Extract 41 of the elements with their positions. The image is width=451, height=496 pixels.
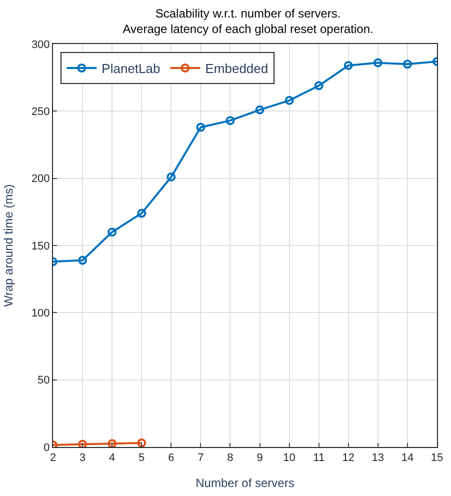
point xyxy=(137,438,146,447)
x-tick-label: 4 xyxy=(109,452,116,464)
x-tick-label: 15 xyxy=(430,452,444,464)
y-tick-label: 250 xyxy=(31,106,50,118)
point xyxy=(402,60,412,69)
x-tick-label: 10 xyxy=(283,452,296,464)
y-axis-title: Wrap around time (ms) xyxy=(2,184,16,307)
point xyxy=(78,256,88,265)
point xyxy=(78,440,88,447)
x-tick-label: 13 xyxy=(372,452,384,464)
y-tick-label: 200 xyxy=(31,173,50,186)
y-tick-label: 0 xyxy=(44,442,50,454)
x-tick-label: 12 xyxy=(342,452,355,464)
x-tick-label: 3 xyxy=(79,452,86,464)
x-tick-label: 5 xyxy=(138,452,145,464)
chart-title: Scalability w.r.t. number of servers. Average latency of each global reset operation. xyxy=(122,6,374,36)
point xyxy=(108,228,117,237)
x-axis-title: Number of servers xyxy=(196,476,294,490)
point xyxy=(314,81,324,90)
legend-label: PlanetLab xyxy=(102,61,160,76)
x-tick-label: 2 xyxy=(50,452,56,464)
x-tick-label: 7 xyxy=(198,452,204,464)
x-tick-label: 14 xyxy=(401,452,414,464)
point xyxy=(373,58,382,68)
point xyxy=(255,105,264,114)
point xyxy=(284,96,294,105)
point xyxy=(344,60,353,70)
x-tick-label: 8 xyxy=(227,452,234,464)
x-tick-label: 9 xyxy=(256,452,263,464)
y-tick-label: 300 xyxy=(31,38,50,51)
x-tick-label: 6 xyxy=(168,452,174,464)
legend-label: Embedded xyxy=(205,61,268,76)
y-tick-label: 50 xyxy=(38,374,50,387)
point xyxy=(166,172,176,182)
point xyxy=(137,208,146,218)
y-tick-label: 150 xyxy=(31,240,50,252)
point xyxy=(196,122,206,132)
point xyxy=(108,439,117,447)
x-tick-label: 11 xyxy=(313,452,325,464)
y-tick-label: 100 xyxy=(31,308,50,320)
point xyxy=(226,116,235,126)
